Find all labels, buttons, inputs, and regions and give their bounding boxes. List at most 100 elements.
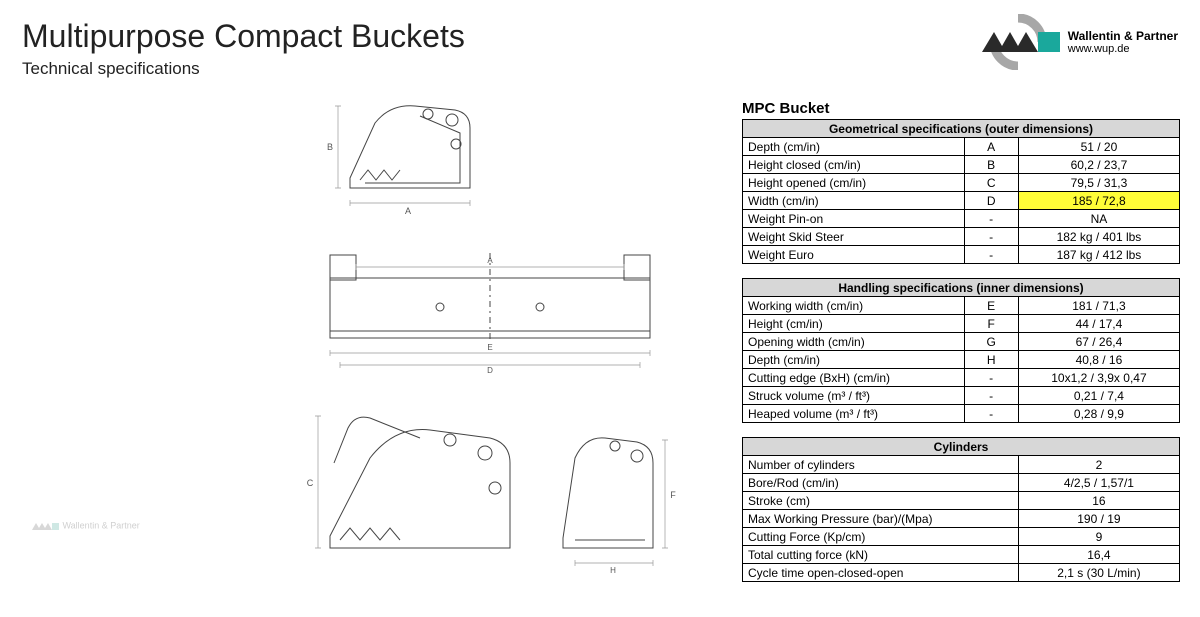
dim-label-A2: A bbox=[487, 256, 493, 265]
spec-value: 185 / 72,8 bbox=[1018, 192, 1179, 210]
table-row: Weight Skid Steer-182 kg / 401 lbs bbox=[743, 228, 1180, 246]
table-row: Heaped volume (m³ / ft³)-0,28 / 9,9 bbox=[743, 405, 1180, 423]
spec-label: Cycle time open-closed-open bbox=[743, 564, 1019, 582]
table-row: Cutting edge (BxH) (cm/in)-10x1,2 / 3,9x… bbox=[743, 369, 1180, 387]
spec-label: Weight Euro bbox=[743, 246, 965, 264]
table-row: Weight Pin-on-NA bbox=[743, 210, 1180, 228]
table-row: Width (cm/in)D185 / 72,8 bbox=[743, 192, 1180, 210]
spec-label: Cutting Force (Kp/cm) bbox=[743, 528, 1019, 546]
spec-label: Height (cm/in) bbox=[743, 315, 965, 333]
table-row: Max Working Pressure (bar)/(Mpa)190 / 19 bbox=[743, 510, 1180, 528]
spec-code: H bbox=[964, 351, 1018, 369]
table-row: Total cutting force (kN)16,4 bbox=[743, 546, 1180, 564]
table-row: Working width (cm/in)E181 / 71,3 bbox=[743, 297, 1180, 315]
watermark-icon bbox=[30, 520, 60, 532]
spec-value: 79,5 / 31,3 bbox=[1018, 174, 1179, 192]
dim-label-H: H bbox=[610, 566, 616, 575]
dim-label-C: C bbox=[307, 478, 314, 488]
brand-url: www.wup.de bbox=[1068, 43, 1178, 55]
spec-value: 2,1 s (30 L/min) bbox=[1018, 564, 1179, 582]
spec-value: 190 / 19 bbox=[1018, 510, 1179, 528]
spec-code: - bbox=[964, 228, 1018, 246]
spec-label: Struck volume (m³ / ft³) bbox=[743, 387, 965, 405]
spec-value: 2 bbox=[1018, 456, 1179, 474]
spec-code: F bbox=[964, 315, 1018, 333]
spec-label: Number of cylinders bbox=[743, 456, 1019, 474]
spec-value: 16,4 bbox=[1018, 546, 1179, 564]
spec-code: - bbox=[964, 387, 1018, 405]
table-cyl-header: Cylinders bbox=[743, 438, 1180, 456]
dim-label-A: A bbox=[405, 206, 411, 216]
spec-tables: MPC Bucket Geometrical specifications (o… bbox=[742, 100, 1180, 596]
dim-label-E: E bbox=[487, 343, 492, 352]
spec-code: - bbox=[964, 405, 1018, 423]
spec-label: Depth (cm/in) bbox=[743, 351, 965, 369]
table-geom-header: Geometrical specifications (outer dimens… bbox=[743, 120, 1180, 138]
spec-code: D bbox=[964, 192, 1018, 210]
spec-value: 187 kg / 412 lbs bbox=[1018, 246, 1179, 264]
spec-value: 0,21 / 7,4 bbox=[1018, 387, 1179, 405]
diagram-side-closed: A B bbox=[320, 88, 500, 218]
spec-label: Stroke (cm) bbox=[743, 492, 1019, 510]
brand-text: Wallentin & Partner www.wup.de bbox=[1068, 29, 1178, 55]
table-row: Depth (cm/in)H40,8 / 16 bbox=[743, 351, 1180, 369]
table-handling-header: Handling specifications (inner dimension… bbox=[743, 279, 1180, 297]
spec-value: 9 bbox=[1018, 528, 1179, 546]
spec-code: A bbox=[964, 138, 1018, 156]
table-row: Stroke (cm)16 bbox=[743, 492, 1180, 510]
table-row: Number of cylinders2 bbox=[743, 456, 1180, 474]
spec-value: 182 kg / 401 lbs bbox=[1018, 228, 1179, 246]
spec-label: Cutting edge (BxH) (cm/in) bbox=[743, 369, 965, 387]
dim-label-F: F bbox=[670, 490, 676, 500]
table-row: Depth (cm/in)A51 / 20 bbox=[743, 138, 1180, 156]
spec-value: 4/2,5 / 1,57/1 bbox=[1018, 474, 1179, 492]
spec-label: Heaped volume (m³ / ft³) bbox=[743, 405, 965, 423]
table-cylinders: Cylinders Number of cylinders2Bore/Rod (… bbox=[742, 437, 1180, 582]
page-header: Multipurpose Compact Buckets Technical s… bbox=[22, 18, 465, 79]
spec-value: 44 / 17,4 bbox=[1018, 315, 1179, 333]
spec-label: Weight Skid Steer bbox=[743, 228, 965, 246]
dim-label-B: B bbox=[327, 142, 333, 152]
spec-code: G bbox=[964, 333, 1018, 351]
table-row: Cutting Force (Kp/cm)9 bbox=[743, 528, 1180, 546]
spec-value: NA bbox=[1018, 210, 1179, 228]
spec-label: Max Working Pressure (bar)/(Mpa) bbox=[743, 510, 1019, 528]
spec-value: 67 / 26,4 bbox=[1018, 333, 1179, 351]
table-geometrical: Geometrical specifications (outer dimens… bbox=[742, 119, 1180, 264]
brand-logo-area: Wallentin & Partner www.wup.de bbox=[974, 14, 1178, 70]
spec-code: - bbox=[964, 246, 1018, 264]
spec-code: - bbox=[964, 210, 1018, 228]
spec-label: Depth (cm/in) bbox=[743, 138, 965, 156]
spec-value: 16 bbox=[1018, 492, 1179, 510]
spec-label: Working width (cm/in) bbox=[743, 297, 965, 315]
spec-label: Total cutting force (kN) bbox=[743, 546, 1019, 564]
page-title: Multipurpose Compact Buckets bbox=[22, 18, 465, 55]
table-handling: Handling specifications (inner dimension… bbox=[742, 278, 1180, 423]
table-row: Opening width (cm/in)G67 / 26,4 bbox=[743, 333, 1180, 351]
spec-value: 60,2 / 23,7 bbox=[1018, 156, 1179, 174]
watermark: Wallentin & Partner bbox=[30, 520, 140, 532]
spec-code: C bbox=[964, 174, 1018, 192]
table-row: Weight Euro-187 kg / 412 lbs bbox=[743, 246, 1180, 264]
spec-label: Bore/Rod (cm/in) bbox=[743, 474, 1019, 492]
diagram-side-open: C bbox=[300, 408, 530, 583]
spec-value: 40,8 / 16 bbox=[1018, 351, 1179, 369]
spec-value: 0,28 / 9,9 bbox=[1018, 405, 1179, 423]
table-row: Height opened (cm/in)C79,5 / 31,3 bbox=[743, 174, 1180, 192]
table-row: Struck volume (m³ / ft³)-0,21 / 7,4 bbox=[743, 387, 1180, 405]
table-row: Bore/Rod (cm/in)4/2,5 / 1,57/1 bbox=[743, 474, 1180, 492]
diagram-front: A E D bbox=[300, 243, 680, 373]
table-row: Cycle time open-closed-open2,1 s (30 L/m… bbox=[743, 564, 1180, 582]
table-row: Height closed (cm/in)B60,2 / 23,7 bbox=[743, 156, 1180, 174]
diagram-section: F H SECTION A-A bbox=[545, 418, 685, 578]
spec-value: 181 / 71,3 bbox=[1018, 297, 1179, 315]
page-subtitle: Technical specifications bbox=[22, 59, 465, 79]
spec-value: 10x1,2 / 3,9x 0,47 bbox=[1018, 369, 1179, 387]
spec-label: Height closed (cm/in) bbox=[743, 156, 965, 174]
spec-label: Weight Pin-on bbox=[743, 210, 965, 228]
spec-label: Width (cm/in) bbox=[743, 192, 965, 210]
brand-company: Wallentin & Partner bbox=[1068, 29, 1178, 43]
spec-label: Height opened (cm/in) bbox=[743, 174, 965, 192]
brand-logo-icon bbox=[974, 14, 1062, 70]
spec-code: - bbox=[964, 369, 1018, 387]
